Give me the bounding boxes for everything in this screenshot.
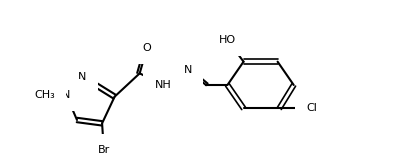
Text: N: N [78,72,87,82]
Text: HO: HO [219,35,236,45]
Text: N: N [184,65,192,75]
Text: CH₃: CH₃ [34,90,55,100]
Text: N: N [62,90,71,100]
Text: Cl: Cl [306,103,317,113]
Text: O: O [143,43,151,53]
Text: Br: Br [98,145,110,155]
Text: NH: NH [154,80,171,90]
